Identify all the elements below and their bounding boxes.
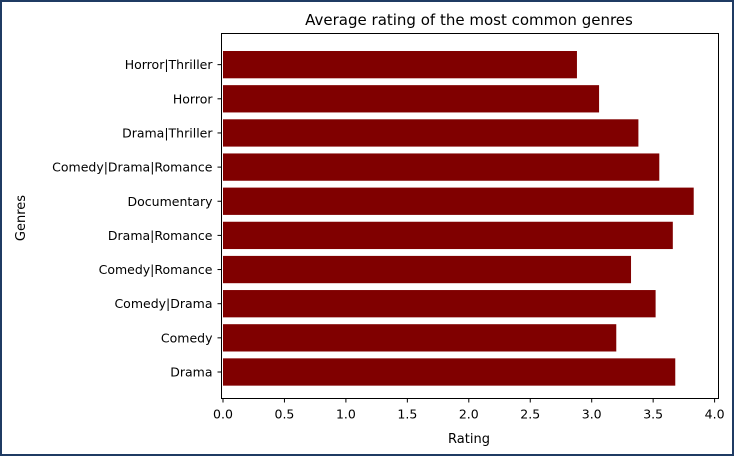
- y-tick-label: Horror|Thriller: [125, 57, 214, 72]
- y-ticks: Drama Comedy Comedy|Drama Comedy|Romance Dra…: [52, 57, 222, 380]
- y-tick-label: Horror: [173, 91, 213, 106]
- y-tick-label: Documentary: [128, 194, 214, 209]
- bar: [223, 119, 639, 147]
- y-tick-label: Comedy|Romance: [99, 262, 213, 277]
- bar: [223, 187, 694, 215]
- x-axis-label: Rating: [448, 432, 490, 447]
- bar: [223, 290, 656, 318]
- bar: [223, 153, 660, 181]
- bar: [223, 324, 617, 352]
- y-tick-label: Comedy|Drama|Romance: [52, 160, 213, 175]
- y-tick-label: Drama|Thriller: [122, 125, 213, 140]
- y-tick-label: Drama: [170, 365, 212, 380]
- y-tick-label: Comedy: [161, 330, 213, 345]
- x-tick-label: 0.0: [213, 407, 233, 422]
- bar: [223, 358, 676, 386]
- x-tick-label: 1.0: [336, 407, 356, 422]
- x-tick-label: 0.5: [275, 407, 295, 422]
- bar: [223, 221, 673, 250]
- chart-title: Average rating of the most common genres: [305, 11, 633, 29]
- y-tick-label: Drama|Romance: [108, 228, 213, 243]
- x-tick-label: 3.0: [582, 407, 602, 422]
- x-tick-label: 4.0: [705, 407, 725, 422]
- x-tick-label: 2.0: [459, 407, 479, 422]
- x-ticks: 0.0 0.5 1.0 1.5 2.0 2.5 3.0 3.5 4.0: [213, 398, 725, 422]
- y-axis-label: Genres: [14, 195, 29, 241]
- bars-layer: [223, 51, 694, 386]
- x-tick-label: 2.5: [520, 407, 540, 422]
- y-tick-label: Comedy|Drama: [114, 296, 212, 311]
- bar: [223, 85, 600, 113]
- plot-area: [221, 33, 719, 399]
- x-tick-label: 1.5: [397, 407, 417, 422]
- bar: [223, 51, 577, 79]
- x-tick-label: 3.5: [643, 407, 663, 422]
- bar: [223, 255, 632, 284]
